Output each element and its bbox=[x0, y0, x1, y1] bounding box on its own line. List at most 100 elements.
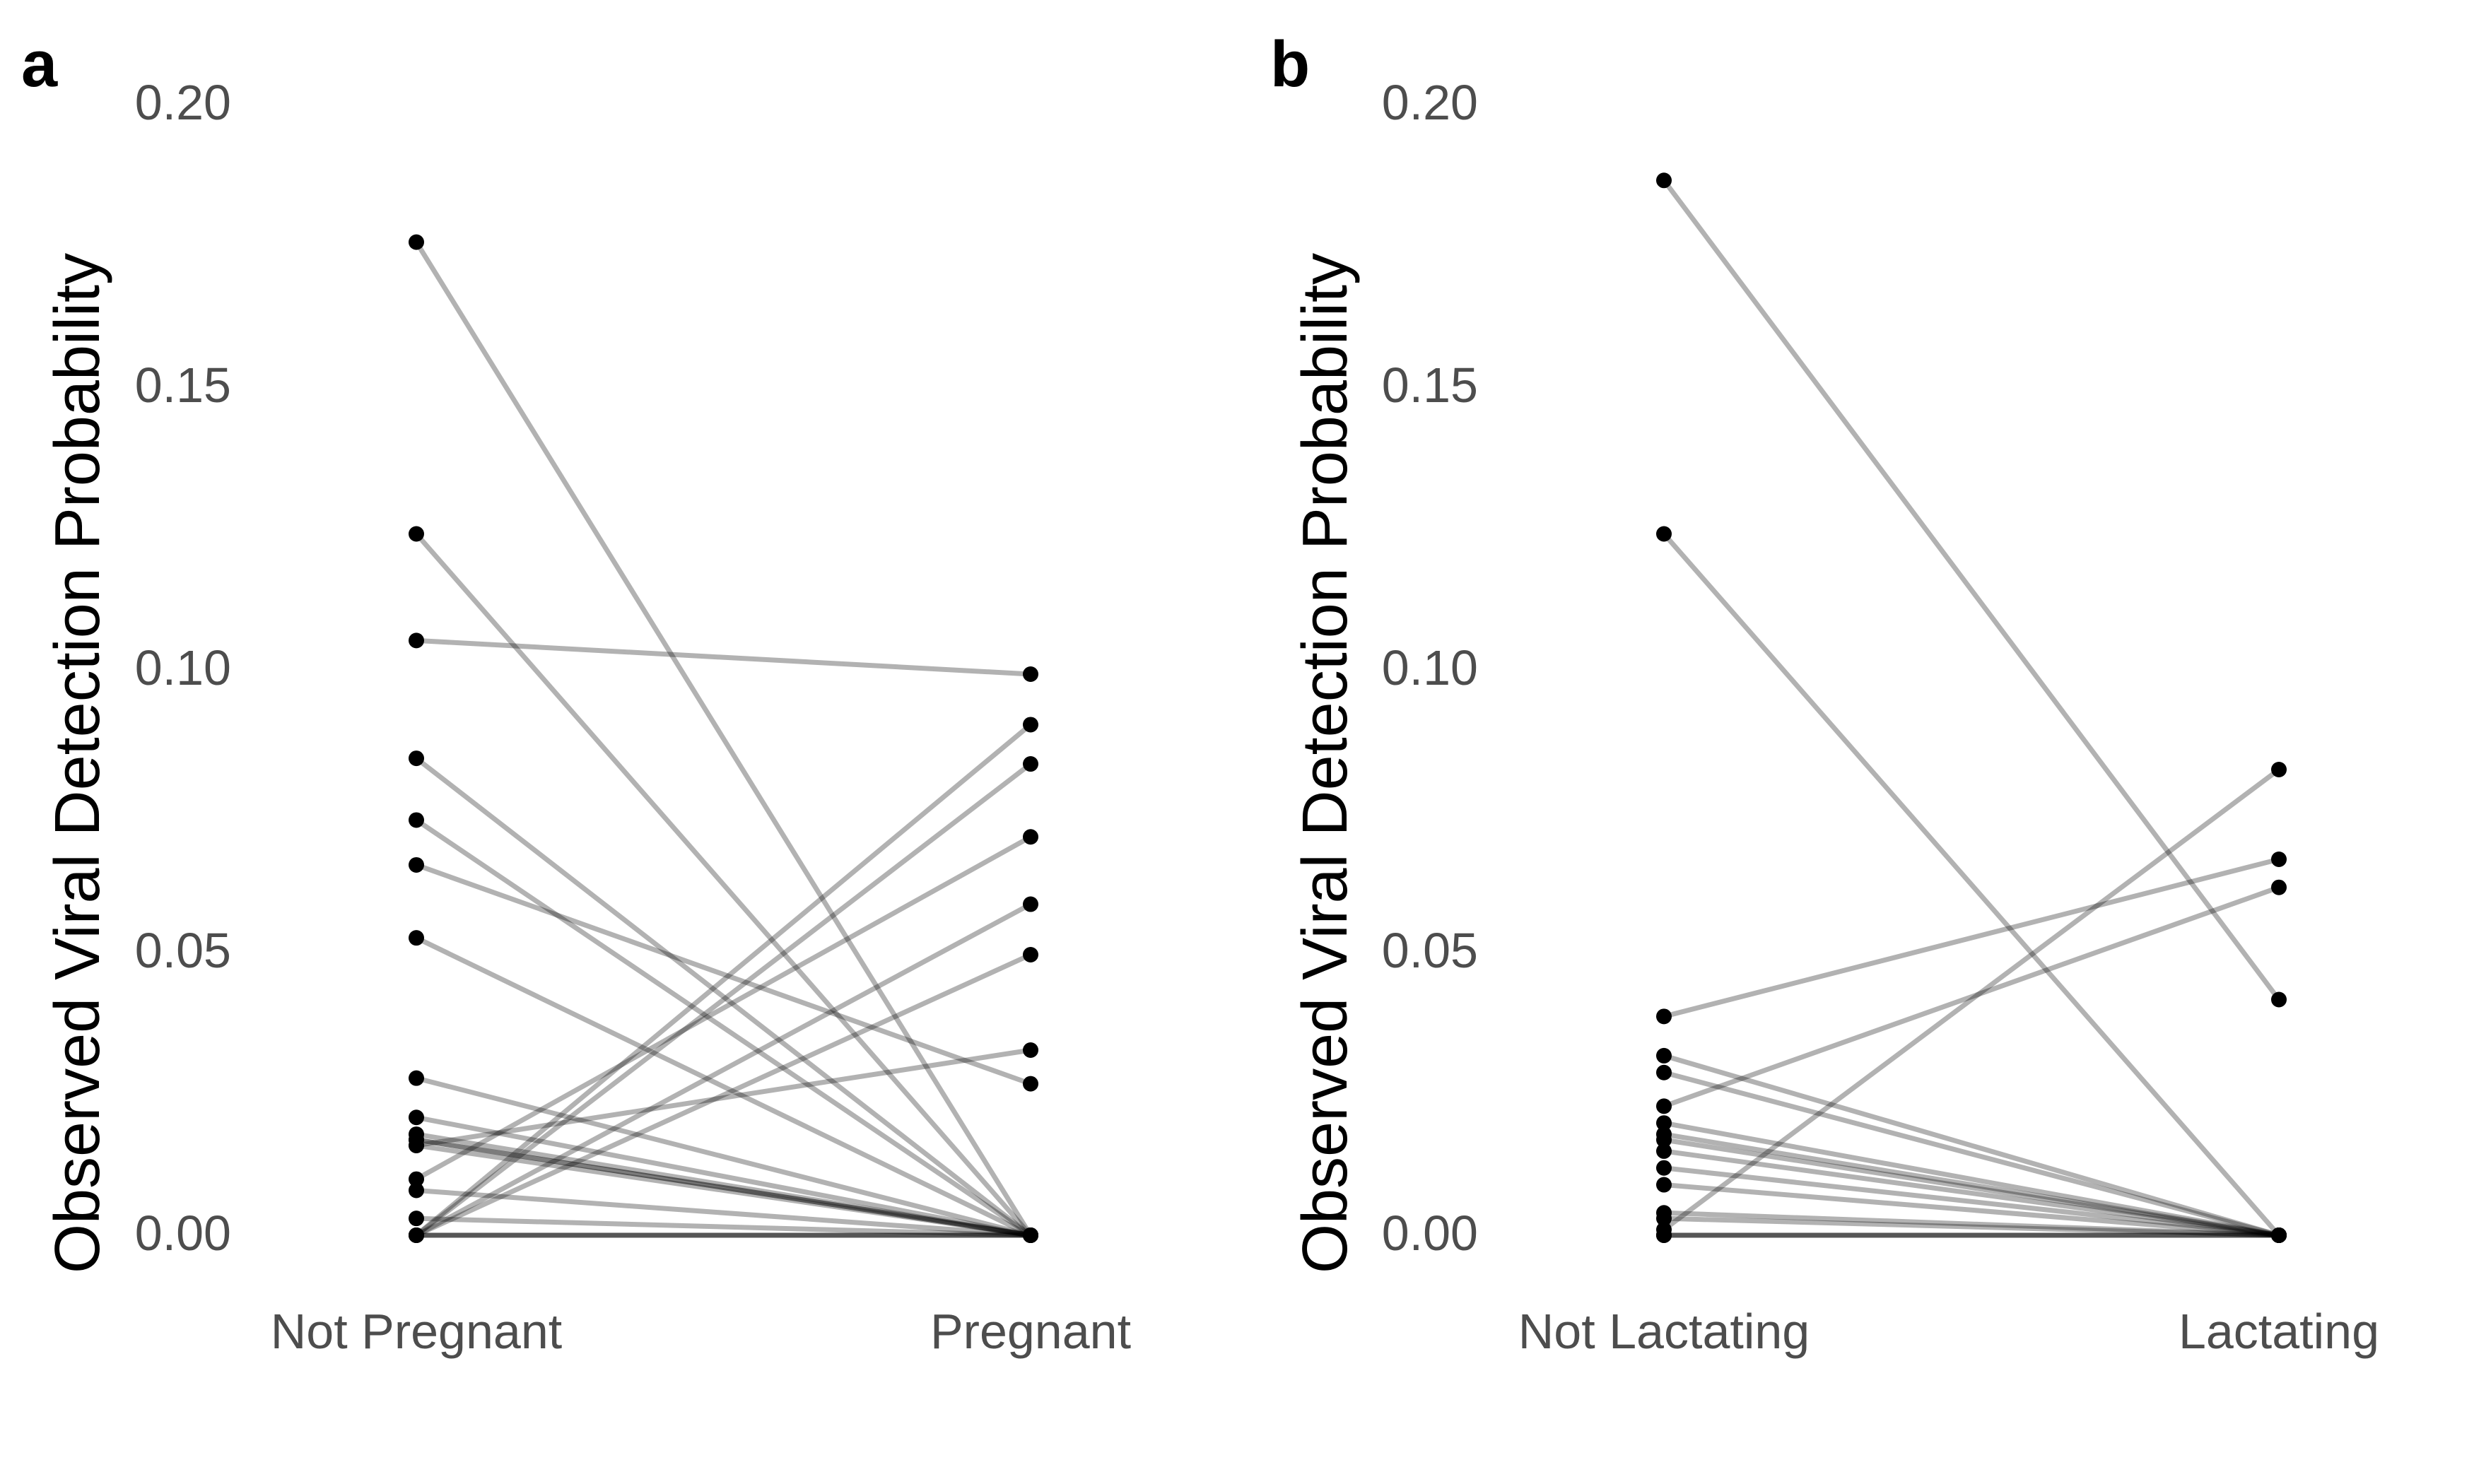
panel-b-point-left bbox=[1656, 1064, 1672, 1080]
panel-a-pair-line bbox=[414, 240, 1033, 1237]
panel-a-point-right bbox=[1023, 1227, 1038, 1243]
panel-a-xtick-right: Pregnant bbox=[930, 1304, 1131, 1359]
panel-b-pair-line bbox=[1662, 767, 2281, 1232]
panel-b-ytick: 0.05 bbox=[1382, 923, 1478, 978]
panel-b-pair-line bbox=[1663, 1120, 2280, 1238]
panel-a-pair-line bbox=[415, 936, 1032, 1238]
panel-a-point-left bbox=[409, 1171, 424, 1187]
panel-b-point-right bbox=[2271, 879, 2287, 895]
panel-b-pair-line bbox=[1662, 179, 2281, 1001]
panel-b-point-left bbox=[1656, 1211, 1672, 1227]
panel-a-ytick: 0.10 bbox=[135, 640, 231, 695]
panel-b-pair-line bbox=[1663, 1131, 2280, 1238]
panel-b-pair-line bbox=[1663, 856, 2280, 1019]
panel-a-point-right bbox=[1023, 717, 1038, 733]
panel-b-point-left bbox=[1656, 172, 1672, 189]
panel-a-pair-line bbox=[415, 835, 1032, 1182]
panel-b-point-left bbox=[1656, 1177, 1672, 1193]
panel-a-pair-line bbox=[416, 1187, 1031, 1238]
panel-b-ytick: 0.10 bbox=[1382, 640, 1478, 695]
panel-a-point-left bbox=[409, 856, 424, 873]
panel-a-point-right bbox=[1023, 1042, 1038, 1058]
panel-a-pair-line bbox=[416, 1047, 1031, 1148]
panel-b-letter: b bbox=[1270, 28, 1310, 100]
panel-b-ytick: 0.20 bbox=[1382, 75, 1478, 130]
panel-b-pair-line bbox=[1663, 1070, 2280, 1238]
panel-b-pair-line bbox=[1663, 1210, 2280, 1238]
panel-b-xtick-left: Not Lactating bbox=[1518, 1304, 1810, 1359]
panel-a-pair-line bbox=[415, 862, 1032, 1086]
panel-a-point-left bbox=[409, 1137, 424, 1153]
panel-a-point-left bbox=[409, 1227, 424, 1243]
panel-b-point-right bbox=[2271, 761, 2287, 777]
panel-b-point-left bbox=[1656, 1047, 1672, 1064]
panel-a-point-left bbox=[409, 1182, 424, 1199]
panel-b-y-ticks: 0.00 0.05 0.10 0.15 0.20 bbox=[1382, 75, 1478, 1261]
panel-a-pair-line bbox=[416, 1131, 1031, 1238]
panel-a-pair-line bbox=[414, 762, 1033, 1237]
panel-b-point-left bbox=[1656, 1132, 1672, 1148]
panel-a-point-left bbox=[409, 1109, 424, 1126]
panel-b-pair-line bbox=[1663, 1137, 2280, 1238]
panel-b-xtick-right: Lactating bbox=[2179, 1304, 2379, 1359]
panel-a-xtick-left: Not Pregnant bbox=[271, 1304, 562, 1359]
panel-a-pair-line bbox=[415, 952, 1032, 1238]
panel-a-point-left bbox=[409, 1211, 424, 1227]
panel-a-point-left bbox=[409, 632, 424, 649]
panel-b-pair-line bbox=[1663, 1148, 2280, 1238]
panel-a-ytick: 0.05 bbox=[135, 923, 231, 978]
panel-a-point-left bbox=[409, 812, 424, 828]
panel-b: b Observed Viral Detection Probability 0… bbox=[1270, 28, 2379, 1359]
panel-a-pair-line bbox=[415, 818, 1032, 1237]
panel-a-letter: a bbox=[21, 28, 58, 100]
panel-a-pair-line bbox=[416, 1215, 1031, 1238]
panel-b-point-right bbox=[2271, 1227, 2287, 1243]
panel-a-pair-line bbox=[416, 1143, 1031, 1238]
panel-b-point-right bbox=[2271, 991, 2287, 1008]
panel-a-point-right bbox=[1023, 1076, 1038, 1092]
panel-a: a Observed Viral Detection Probability 0… bbox=[21, 28, 1131, 1359]
panel-b-pair-line bbox=[1662, 532, 2281, 1237]
panel-a-y-ticks: 0.00 0.05 0.10 0.15 0.20 bbox=[135, 75, 231, 1261]
panel-a-pair-line bbox=[414, 722, 1033, 1237]
panel-b-lines bbox=[1662, 179, 2281, 1238]
panel-a-ytick: 0.00 bbox=[135, 1206, 231, 1261]
panel-b-point-left bbox=[1656, 526, 1672, 542]
panel-a-pair-line bbox=[416, 1137, 1031, 1238]
panel-b-pair-line bbox=[1663, 1053, 2280, 1238]
panel-b-pair-line bbox=[1663, 1165, 2280, 1238]
panel-b-pair-line bbox=[1663, 1215, 2280, 1238]
panel-b-ytick: 0.15 bbox=[1382, 358, 1478, 413]
panel-b-point-right bbox=[2271, 852, 2287, 868]
panel-a-ytick: 0.20 bbox=[135, 75, 231, 130]
panel-b-point-left bbox=[1656, 1227, 1672, 1243]
panel-a-point-left bbox=[409, 234, 424, 250]
panel-b-points bbox=[1656, 172, 2287, 1243]
panel-b-ytick: 0.00 bbox=[1382, 1206, 1478, 1261]
panel-b-point-left bbox=[1656, 1143, 1672, 1159]
panel-a-point-left bbox=[409, 1070, 424, 1086]
panel-a-point-right bbox=[1023, 947, 1038, 962]
panel-a-point-left bbox=[409, 930, 424, 946]
panel-b-pair-line bbox=[1663, 1182, 2280, 1238]
panel-a-pair-line bbox=[415, 902, 1032, 1238]
panel-b-point-left bbox=[1656, 1098, 1672, 1114]
panel-a-point-right bbox=[1023, 896, 1038, 912]
panel-a-pair-line bbox=[416, 1137, 1031, 1238]
panel-a-point-right bbox=[1023, 666, 1038, 682]
panel-a-pair-line bbox=[416, 1076, 1031, 1238]
panel-a-points bbox=[409, 234, 1038, 1243]
panel-b-y-axis-label: Observed Viral Detection Probability bbox=[1290, 253, 1361, 1273]
panel-a-y-axis-label: Observed Viral Detection Probability bbox=[42, 253, 113, 1273]
panel-a-pair-line bbox=[416, 637, 1031, 677]
panel-a-point-left bbox=[409, 750, 424, 767]
panel-b-point-left bbox=[1656, 1008, 1672, 1025]
panel-b-point-left bbox=[1656, 1115, 1672, 1131]
panel-a-ytick: 0.15 bbox=[135, 358, 231, 413]
panel-a-point-right bbox=[1023, 829, 1038, 845]
panel-a-pair-line bbox=[414, 532, 1033, 1237]
panel-a-point-left bbox=[409, 526, 424, 542]
panel-a-lines bbox=[414, 240, 1033, 1238]
panel-b-point-left bbox=[1656, 1160, 1672, 1176]
